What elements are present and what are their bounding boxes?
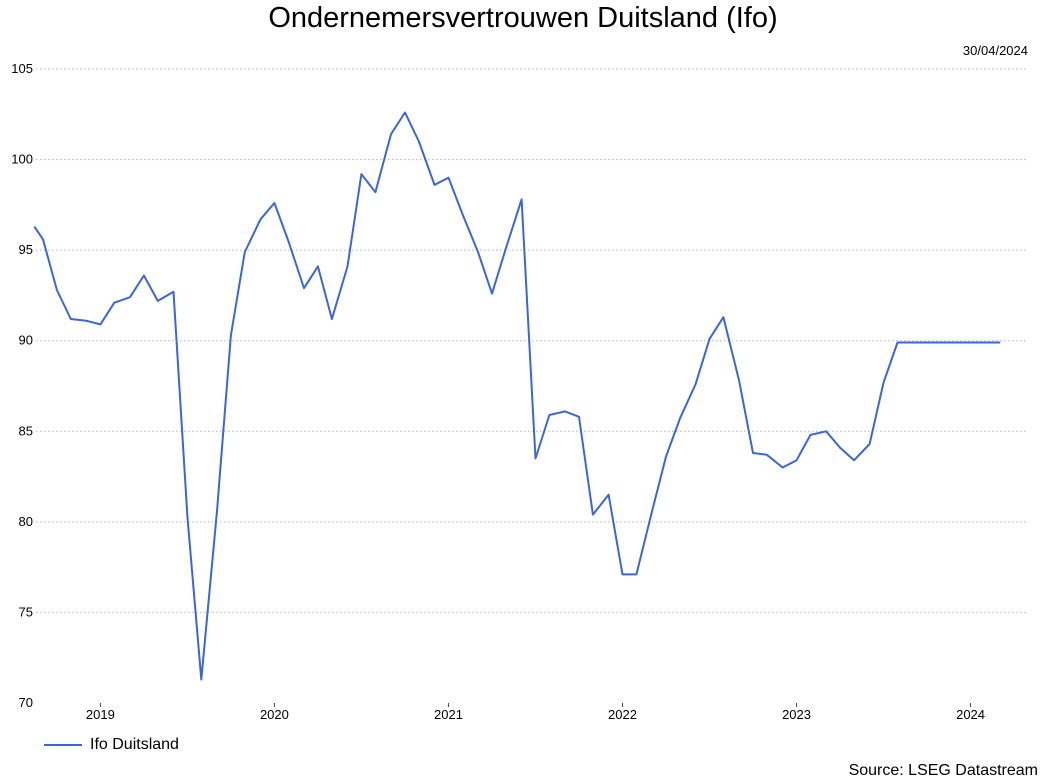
x-tick-label-2019: 2019 bbox=[86, 707, 115, 722]
grid-layer bbox=[36, 68, 1028, 613]
x-tick-label-2020: 2020 bbox=[260, 707, 289, 722]
y-tick-label-80: 80 bbox=[19, 514, 33, 529]
x-tick-label-2022: 2022 bbox=[608, 707, 637, 722]
y-tick-label-90: 90 bbox=[19, 333, 33, 348]
legend-label-ifo-duitsland: Ifo Duitsland bbox=[90, 736, 179, 753]
x-tick-label-2023: 2023 bbox=[782, 707, 811, 722]
x-tick-label-2024: 2024 bbox=[956, 707, 985, 722]
y-tick-label-70: 70 bbox=[19, 695, 33, 710]
y-tick-label-95: 95 bbox=[19, 242, 33, 257]
series-layer bbox=[33, 111, 1001, 681]
series-line-0 bbox=[33, 111, 1001, 681]
x-axis: 2019 2020 2021 2022 2023 2024 bbox=[86, 703, 985, 722]
y-axis: 70 75 80 85 90 95 100 105 bbox=[11, 61, 33, 710]
date-label: 30/04/2024 bbox=[962, 43, 1028, 58]
x-tick-label-2021: 2021 bbox=[434, 707, 463, 722]
legend-swatch bbox=[44, 744, 82, 746]
legend: Ifo Duitsland bbox=[44, 736, 179, 754]
chart-title: Ondernemersvertrouwen Duitsland (Ifo) bbox=[268, 2, 778, 34]
y-tick-label-75: 75 bbox=[19, 604, 33, 619]
y-tick-label-85: 85 bbox=[19, 423, 33, 438]
source-note: Source: LSEG Datastream bbox=[848, 762, 1038, 779]
y-tick-label-105: 105 bbox=[11, 61, 33, 76]
y-tick-label-100: 100 bbox=[11, 152, 33, 167]
